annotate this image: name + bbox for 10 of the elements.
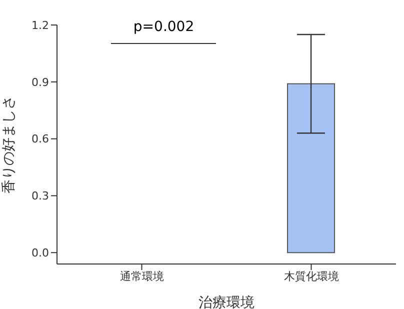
y-tick-label: 0.9: [32, 76, 49, 89]
annotation: p=0.002: [132, 18, 196, 36]
y-tick-label: 0.3: [32, 190, 49, 203]
y-tick-label: 0.0: [32, 246, 49, 260]
x-axis-title: 治療環境: [198, 295, 254, 309]
y-tick-label: 1.2: [32, 18, 49, 32]
y-tick-label: 0.6: [32, 132, 49, 146]
y-axis-title: 香りの好ましさ: [0, 96, 17, 194]
x-tick-label: 通常環境: [120, 270, 164, 283]
x-tick-label: 木質化環境: [284, 270, 339, 283]
